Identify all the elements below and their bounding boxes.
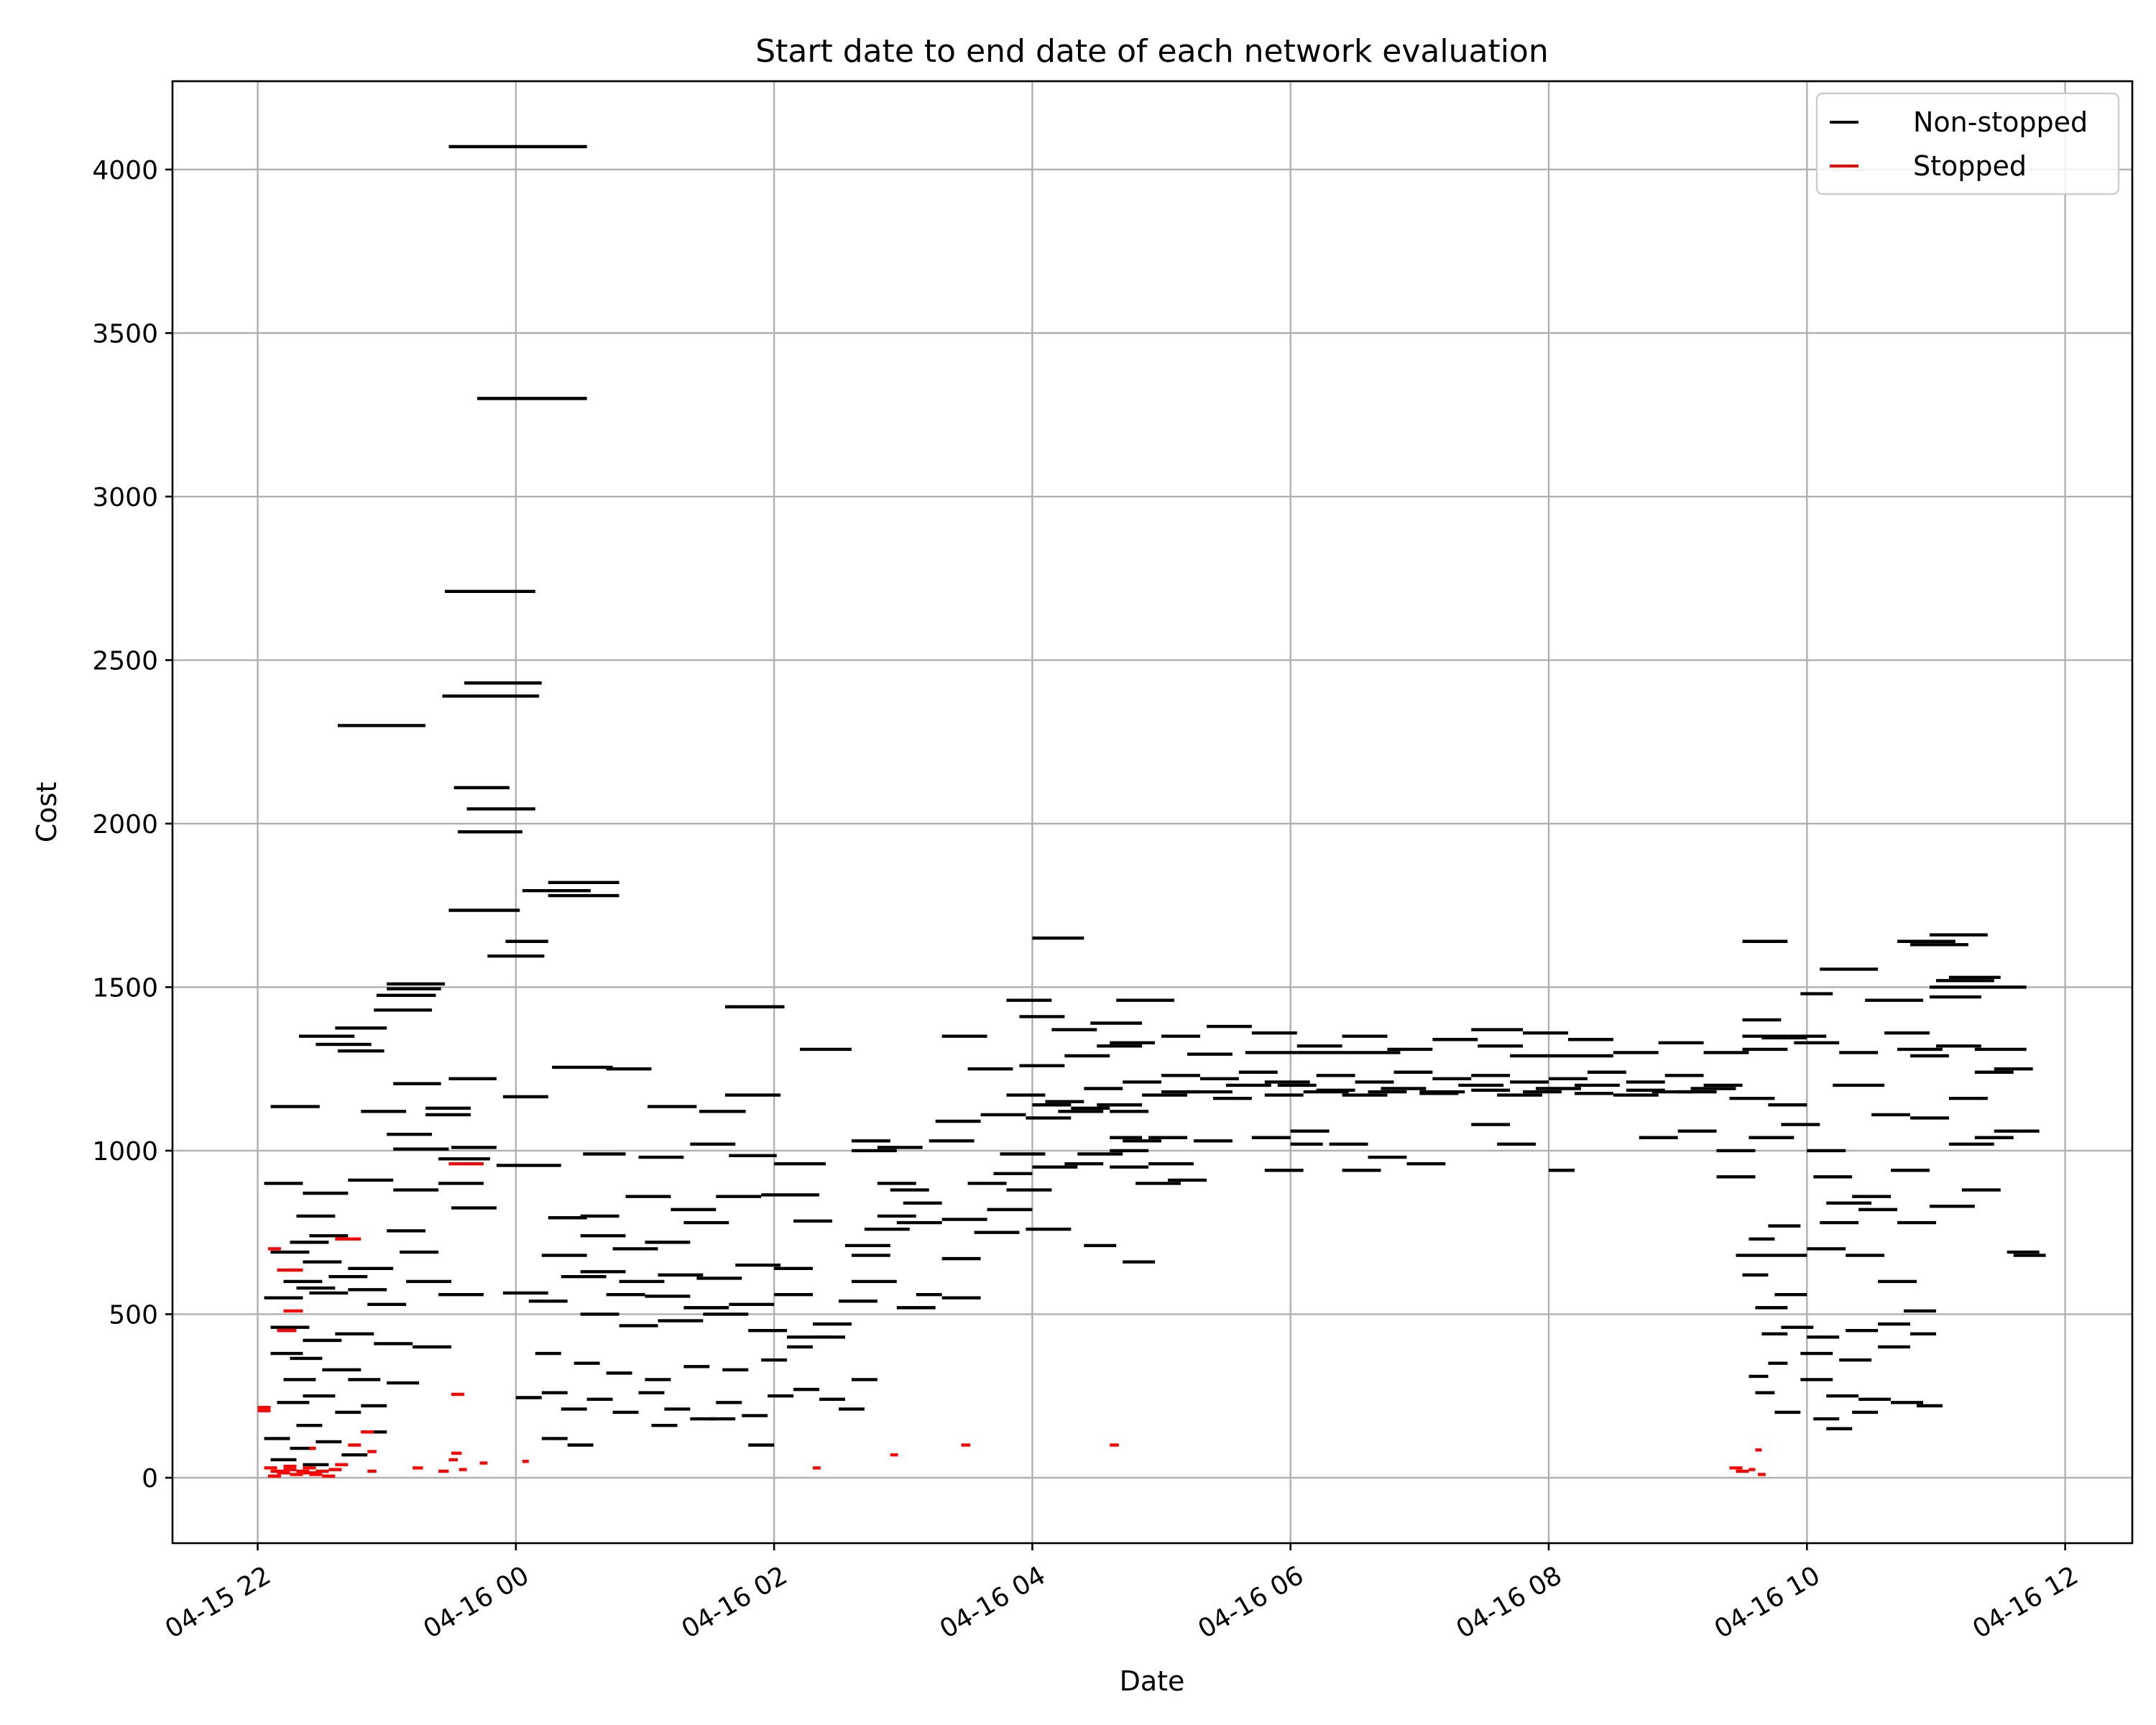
legend-label-non-stopped: Non-stopped [1913, 106, 2088, 138]
y-tick-label-1: 500 [109, 1300, 158, 1330]
legend: Non-stopped Stopped [1815, 92, 2120, 196]
series-non-stopped [264, 144, 2046, 1466]
legend-label-stopped: Stopped [1913, 150, 2027, 182]
y-tick-label-4: 2000 [92, 810, 158, 840]
y-tick-label-0: 0 [142, 1464, 158, 1494]
y-axis-label: Cost [31, 782, 63, 842]
grid [172, 81, 2132, 1543]
y-tick-label-8: 4000 [92, 156, 158, 185]
y-axis: 0 500 1000 1500 2000 2500 3000 3500 4000 [92, 156, 172, 1494]
legend-box [1815, 92, 2120, 196]
y-tick-label-5: 2500 [92, 646, 158, 676]
y-tick-label-3: 1500 [92, 973, 158, 1003]
series-stopped [257, 1162, 1766, 1478]
y-tick-label-6: 3000 [92, 483, 158, 512]
plot-frame [171, 80, 2134, 1545]
x-axis-label: Date [1120, 1665, 1185, 1697]
y-tick-label-7: 3500 [92, 319, 158, 349]
y-tick-label-2: 1000 [92, 1137, 158, 1167]
segments [257, 144, 2046, 1478]
chart-title: Start date to end date of each network e… [755, 33, 1549, 70]
